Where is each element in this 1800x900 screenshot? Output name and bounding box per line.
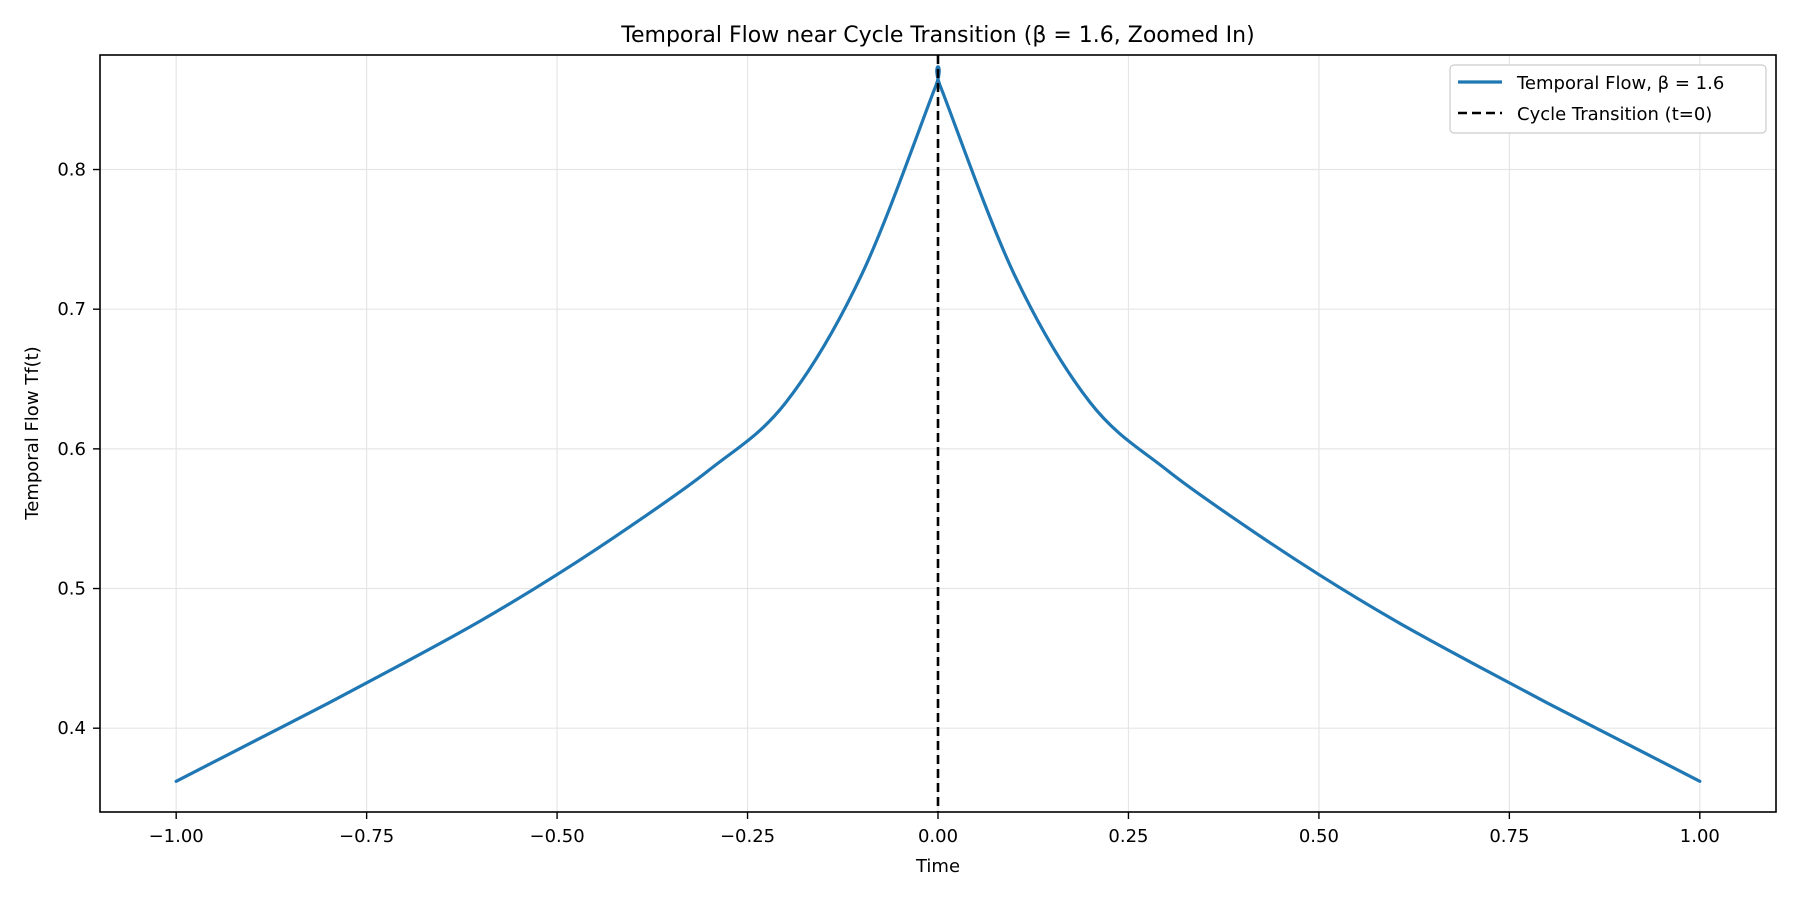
x-tick-label: −0.25 bbox=[720, 826, 775, 847]
y-tick-label: 0.5 bbox=[57, 579, 86, 600]
y-tick-label: 0.6 bbox=[57, 439, 86, 460]
y-tick-label: 0.8 bbox=[57, 160, 86, 181]
y-tick-label: 0.4 bbox=[57, 718, 86, 739]
y-tick-label: 0.7 bbox=[57, 299, 86, 320]
x-axis-label: Time bbox=[915, 856, 960, 877]
plot-layer bbox=[174, 55, 1702, 812]
x-axis-ticks: −1.00 −0.75 −0.50 −0.25 0.00 0.25 0.50 0.75 1.00 bbox=[149, 812, 1720, 847]
x-tick-label: 0.75 bbox=[1489, 826, 1529, 847]
x-tick-label: 0.50 bbox=[1299, 826, 1339, 847]
legend: Temporal Flow, β = 1.6 Cycle Transition … bbox=[1449, 64, 1767, 134]
legend-label-temporal-flow: Temporal Flow, β = 1.6 bbox=[1516, 73, 1724, 94]
y-axis-ticks: 0.4 0.5 0.6 0.7 0.8 bbox=[57, 160, 100, 739]
x-tick-label: −0.50 bbox=[530, 826, 585, 847]
x-tick-label: 0.25 bbox=[1108, 826, 1148, 847]
y-axis-label: Temporal Flow Tf(t) bbox=[22, 346, 43, 520]
legend-box bbox=[1449, 64, 1767, 134]
chart-title: Temporal Flow near Cycle Transition (β =… bbox=[620, 23, 1254, 48]
series-line-temporal-flow bbox=[174, 65, 1702, 783]
x-tick-label: 1.00 bbox=[1680, 826, 1720, 847]
x-tick-label: −1.00 bbox=[149, 826, 204, 847]
x-tick-label: 0.00 bbox=[918, 826, 958, 847]
legend-label-cycle-transition: Cycle Transition (t=0) bbox=[1517, 104, 1712, 125]
x-tick-label: −0.75 bbox=[339, 826, 394, 847]
